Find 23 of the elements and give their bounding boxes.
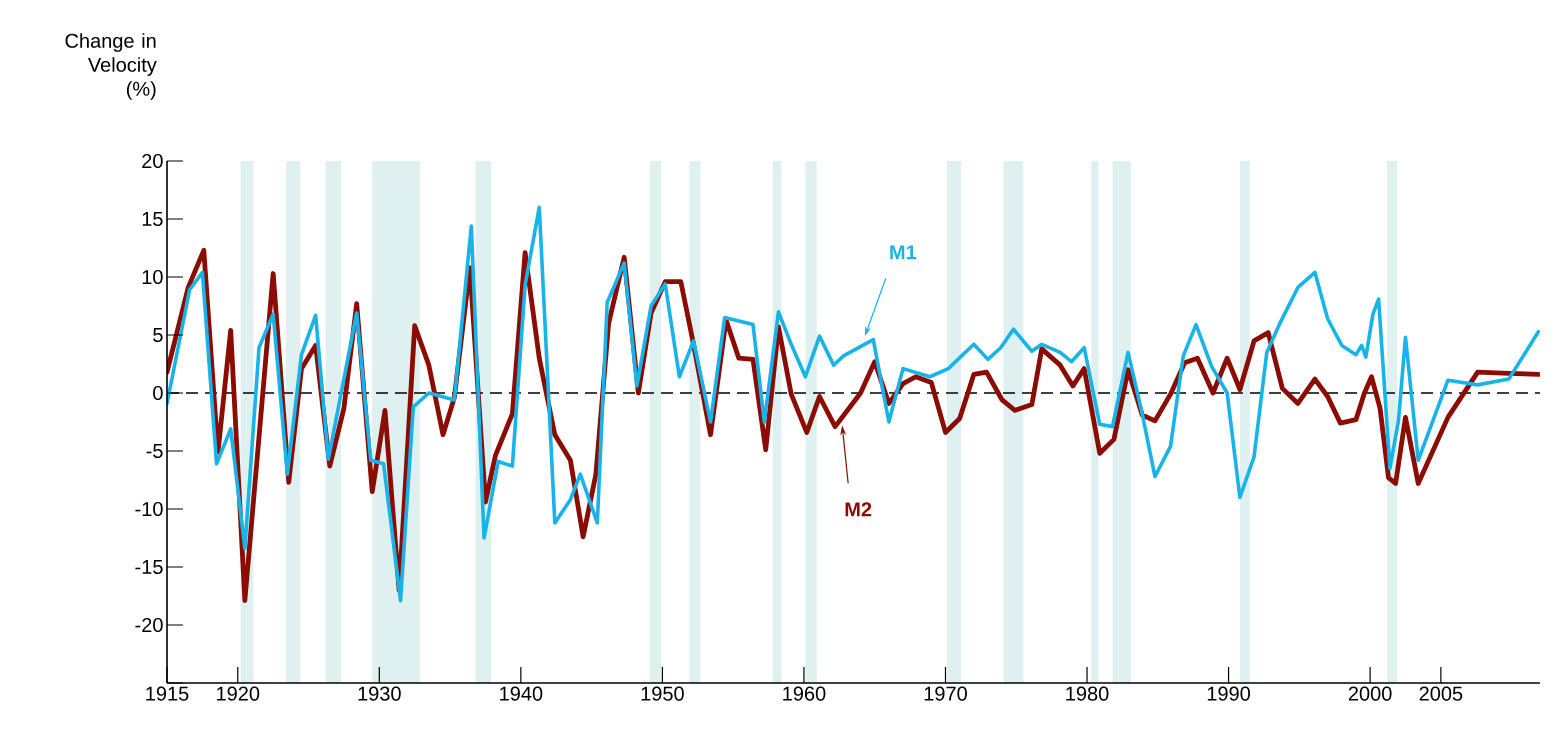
y-tick-label: -5	[146, 444, 163, 458]
x-tick-label: 1980	[1066, 686, 1109, 701]
x-tick-label: 1940	[500, 686, 543, 701]
x-tick-label: 1960	[783, 686, 826, 701]
text: M2	[845, 502, 872, 517]
y-tick-label: 20	[142, 153, 163, 169]
x-tick-label: 1920	[217, 686, 260, 701]
x-tick-label: 2005	[1419, 686, 1463, 701]
y-tick-label: 0	[153, 385, 163, 401]
x-tick-label: 1950	[641, 686, 684, 701]
y-axis-title: Change in Velocity (%)	[65, 33, 157, 100]
y-tick-label: 5	[153, 328, 163, 342]
x-tick-label: 1970	[924, 686, 967, 701]
x-tick-label: 1915	[146, 686, 189, 701]
y-tick-label: -10	[135, 501, 163, 517]
y-tick-label: 10	[142, 269, 163, 285]
x-tick-label: 1930	[358, 686, 401, 701]
y-tick-label: -15	[135, 560, 163, 574]
text: M1	[890, 245, 917, 260]
y-tick-label: 15	[142, 212, 163, 226]
y-tick-label: -20	[135, 617, 163, 633]
x-tick-label: 2000	[1348, 686, 1392, 701]
x-tick-label: 1990	[1207, 686, 1251, 701]
